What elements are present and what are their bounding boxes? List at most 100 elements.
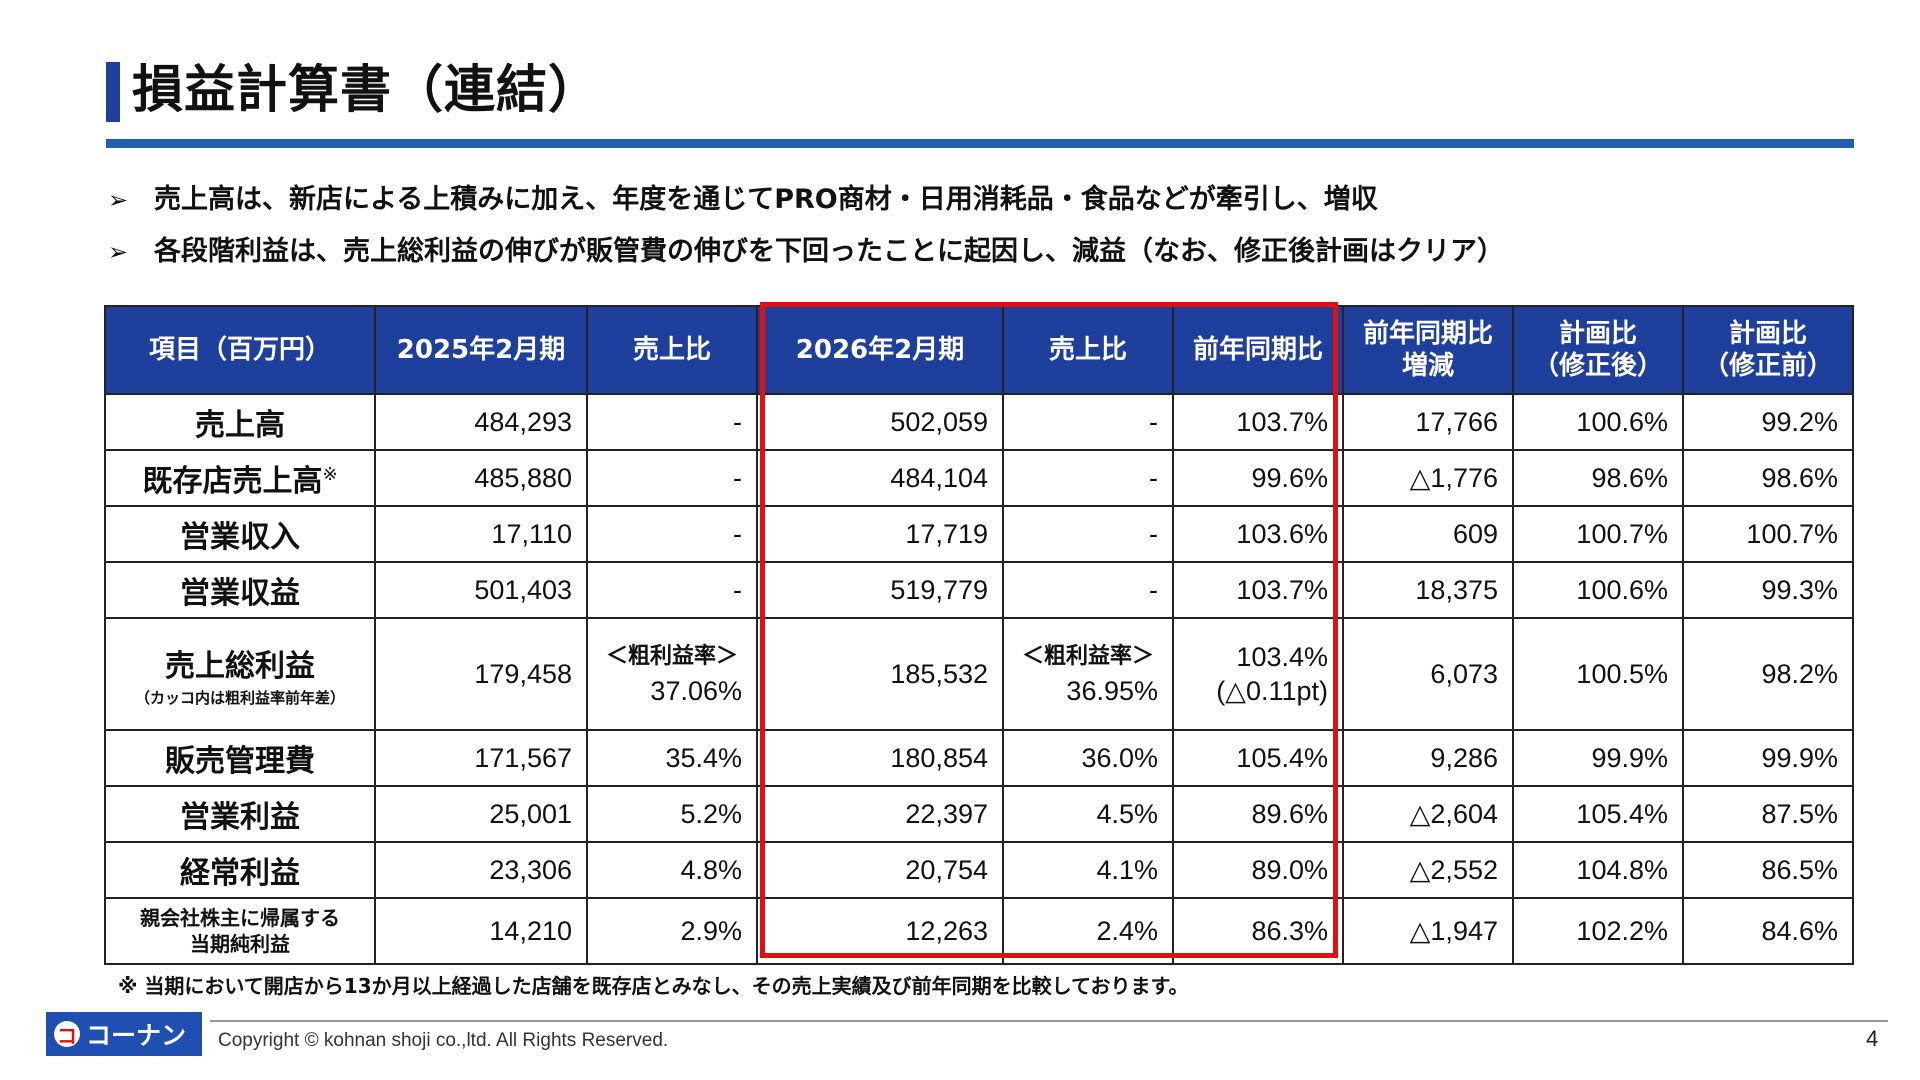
- col-header-fy2025: 2025年2月期: [374, 305, 588, 395]
- gross-margin-label: ＜粗利益率＞: [1021, 644, 1154, 669]
- cell-plan-revised: 99.9%: [1512, 729, 1684, 787]
- cell-yoy-diff: 18,375: [1342, 561, 1514, 619]
- footnote-mark: ※: [322, 464, 338, 485]
- cell-ratio2026: -: [1002, 449, 1174, 507]
- cell-yoy-diff: △1,947: [1342, 897, 1514, 965]
- col-header-ratio2026: 売上比: [1002, 305, 1174, 395]
- cell-plan-original: 98.6%: [1682, 449, 1854, 507]
- gross-margin-value: 36.95%: [1066, 676, 1158, 706]
- cell-plan-original: 99.9%: [1682, 729, 1854, 787]
- col-header-ratio2025: 売上比: [586, 305, 758, 395]
- row-label: 販売管理費: [104, 729, 376, 787]
- cell-yoy: 103.6%: [1172, 505, 1344, 563]
- cell-fy2026: 502,059: [756, 393, 1004, 451]
- cell-yoy-diff: △2,604: [1342, 785, 1514, 843]
- cell-fy2025: 484,293: [374, 393, 588, 451]
- row-label-text: 親会社株主に帰属する: [140, 906, 340, 930]
- cell-plan-original: 98.2%: [1682, 617, 1854, 731]
- col-header-yoy-diff: 前年同期比 増減: [1342, 305, 1514, 395]
- cell-yoy-diff: 9,286: [1342, 729, 1514, 787]
- row-label: 親会社株主に帰属する 当期純利益: [104, 897, 376, 965]
- cell-fy2025: 25,001: [374, 785, 588, 843]
- cell-yoy: 103.7%: [1172, 561, 1344, 619]
- cell-yoy: 103.7%: [1172, 393, 1344, 451]
- bullet-text: 売上高は、新店による上積みに加え、年度を通じてPRO商材・日用消耗品・食品などが…: [154, 184, 1378, 215]
- arrow-bullet-icon: ➢: [108, 238, 129, 266]
- copyright-text: Copyright © kohnan shoji co.,ltd. All Ri…: [218, 1030, 669, 1051]
- row-label: 既存店売上高※: [104, 449, 376, 507]
- cell-fy2026: 185,532: [756, 617, 1004, 731]
- row-label: 経常利益: [104, 841, 376, 899]
- cell-plan-original: 86.5%: [1682, 841, 1854, 899]
- footer-divider: [210, 1020, 1888, 1022]
- bullet-item: ➢ 売上高は、新店による上積みに加え、年度を通じてPRO商材・日用消耗品・食品な…: [108, 174, 1504, 226]
- bullet-text: 各段階利益は、売上総利益の伸びが販管費の伸びを下回ったことに起因し、減益（なお、…: [154, 236, 1504, 267]
- cell-plan-revised: 104.8%: [1512, 841, 1684, 899]
- cell-fy2025: 171,567: [374, 729, 588, 787]
- cell-fy2025: 14,210: [374, 897, 588, 965]
- col-header-plan-revised: 計画比 （修正後）: [1512, 305, 1684, 395]
- row-label-text: 売上総利益: [165, 648, 315, 684]
- cell-fy2026: 17,719: [756, 505, 1004, 563]
- row-label: 売上総利益 （カッコ内は粗利益率前年差）: [104, 617, 376, 731]
- cell-yoy-diff: △2,552: [1342, 841, 1514, 899]
- table-row-sales: 売上高 484,293 - 502,059 - 103.7% 17,766 10…: [104, 393, 1854, 451]
- cell-plan-revised: 100.6%: [1512, 561, 1684, 619]
- cell-ratio2026: 2.4%: [1002, 897, 1174, 965]
- cell-yoy: 86.3%: [1172, 897, 1344, 965]
- cell-ratio2026: -: [1002, 505, 1174, 563]
- cell-ratio2025: -: [586, 505, 758, 563]
- summary-bullets: ➢ 売上高は、新店による上積みに加え、年度を通じてPRO商材・日用消耗品・食品な…: [108, 174, 1504, 278]
- header-line: （修正前）: [1702, 351, 1833, 381]
- cell-yoy: 99.6%: [1172, 449, 1344, 507]
- table-row-existing-store-sales: 既存店売上高※ 485,880 - 484,104 - 99.6% △1,776…: [104, 449, 1854, 507]
- cell-ratio2025: ＜粗利益率＞ 37.06%: [586, 617, 758, 731]
- yoy-margin-diff: (△0.11pt): [1216, 676, 1328, 706]
- cell-ratio2025: -: [586, 393, 758, 451]
- cell-yoy-diff: 609: [1342, 505, 1514, 563]
- row-label-text: 当期純利益: [190, 932, 290, 956]
- table-row-sga: 販売管理費 171,567 35.4% 180,854 36.0% 105.4%…: [104, 729, 1854, 787]
- header-line: 計画比: [1558, 319, 1637, 349]
- footnote: ※ 当期において開店から13か月以上経過した店舗を既存店とみなし、その売上実績及…: [118, 974, 1189, 998]
- cell-fy2026: 180,854: [756, 729, 1004, 787]
- cell-fy2026: 12,263: [756, 897, 1004, 965]
- cell-yoy-diff: 6,073: [1342, 617, 1514, 731]
- cell-yoy-diff: △1,776: [1342, 449, 1514, 507]
- cell-plan-original: 87.5%: [1682, 785, 1854, 843]
- col-header-plan-original: 計画比 （修正前）: [1682, 305, 1854, 395]
- yoy-value: 103.4%: [1236, 642, 1328, 672]
- cell-fy2025: 179,458: [374, 617, 588, 731]
- logo-text: コーナン: [86, 1021, 187, 1050]
- table-header-row: 項目（百万円） 2025年2月期 売上比 2026年2月期 売上比 前年同期比 …: [104, 305, 1854, 395]
- cell-plan-revised: 98.6%: [1512, 449, 1684, 507]
- title-accent-bar: [106, 62, 120, 122]
- cell-ratio2026: -: [1002, 561, 1174, 619]
- cell-yoy: 89.0%: [1172, 841, 1344, 899]
- cell-fy2025: 17,110: [374, 505, 588, 563]
- table-row-operating-profit: 営業利益 25,001 5.2% 22,397 4.5% 89.6% △2,60…: [104, 785, 1854, 843]
- cell-fy2025: 485,880: [374, 449, 588, 507]
- cell-yoy: 103.4% (△0.11pt): [1172, 617, 1344, 731]
- table-row-operating-revenue: 営業収益 501,403 - 519,779 - 103.7% 18,375 1…: [104, 561, 1854, 619]
- cell-yoy: 105.4%: [1172, 729, 1344, 787]
- cell-ratio2025: 35.4%: [586, 729, 758, 787]
- bullet-item: ➢ 各段階利益は、売上総利益の伸びが販管費の伸びを下回ったことに起因し、減益（な…: [108, 226, 1504, 278]
- cell-plan-revised: 102.2%: [1512, 897, 1684, 965]
- cell-fy2026: 22,397: [756, 785, 1004, 843]
- page-number: 4: [1866, 1026, 1879, 1051]
- row-sublabel: （カッコ内は粗利益率前年差）: [134, 688, 345, 707]
- cell-ratio2026: 36.0%: [1002, 729, 1174, 787]
- cell-plan-original: 99.3%: [1682, 561, 1854, 619]
- cell-plan-original: 100.7%: [1682, 505, 1854, 563]
- col-header-fy2026: 2026年2月期: [756, 305, 1004, 395]
- cell-fy2025: 501,403: [374, 561, 588, 619]
- table-row-operating-income: 営業収入 17,110 - 17,719 - 103.6% 609 100.7%…: [104, 505, 1854, 563]
- cell-fy2026: 20,754: [756, 841, 1004, 899]
- arrow-bullet-icon: ➢: [108, 186, 129, 214]
- row-label: 営業利益: [104, 785, 376, 843]
- row-label: 営業収入: [104, 505, 376, 563]
- cell-ratio2025: -: [586, 561, 758, 619]
- cell-plan-revised: 100.7%: [1512, 505, 1684, 563]
- logo-mark-icon: コ: [54, 1021, 80, 1048]
